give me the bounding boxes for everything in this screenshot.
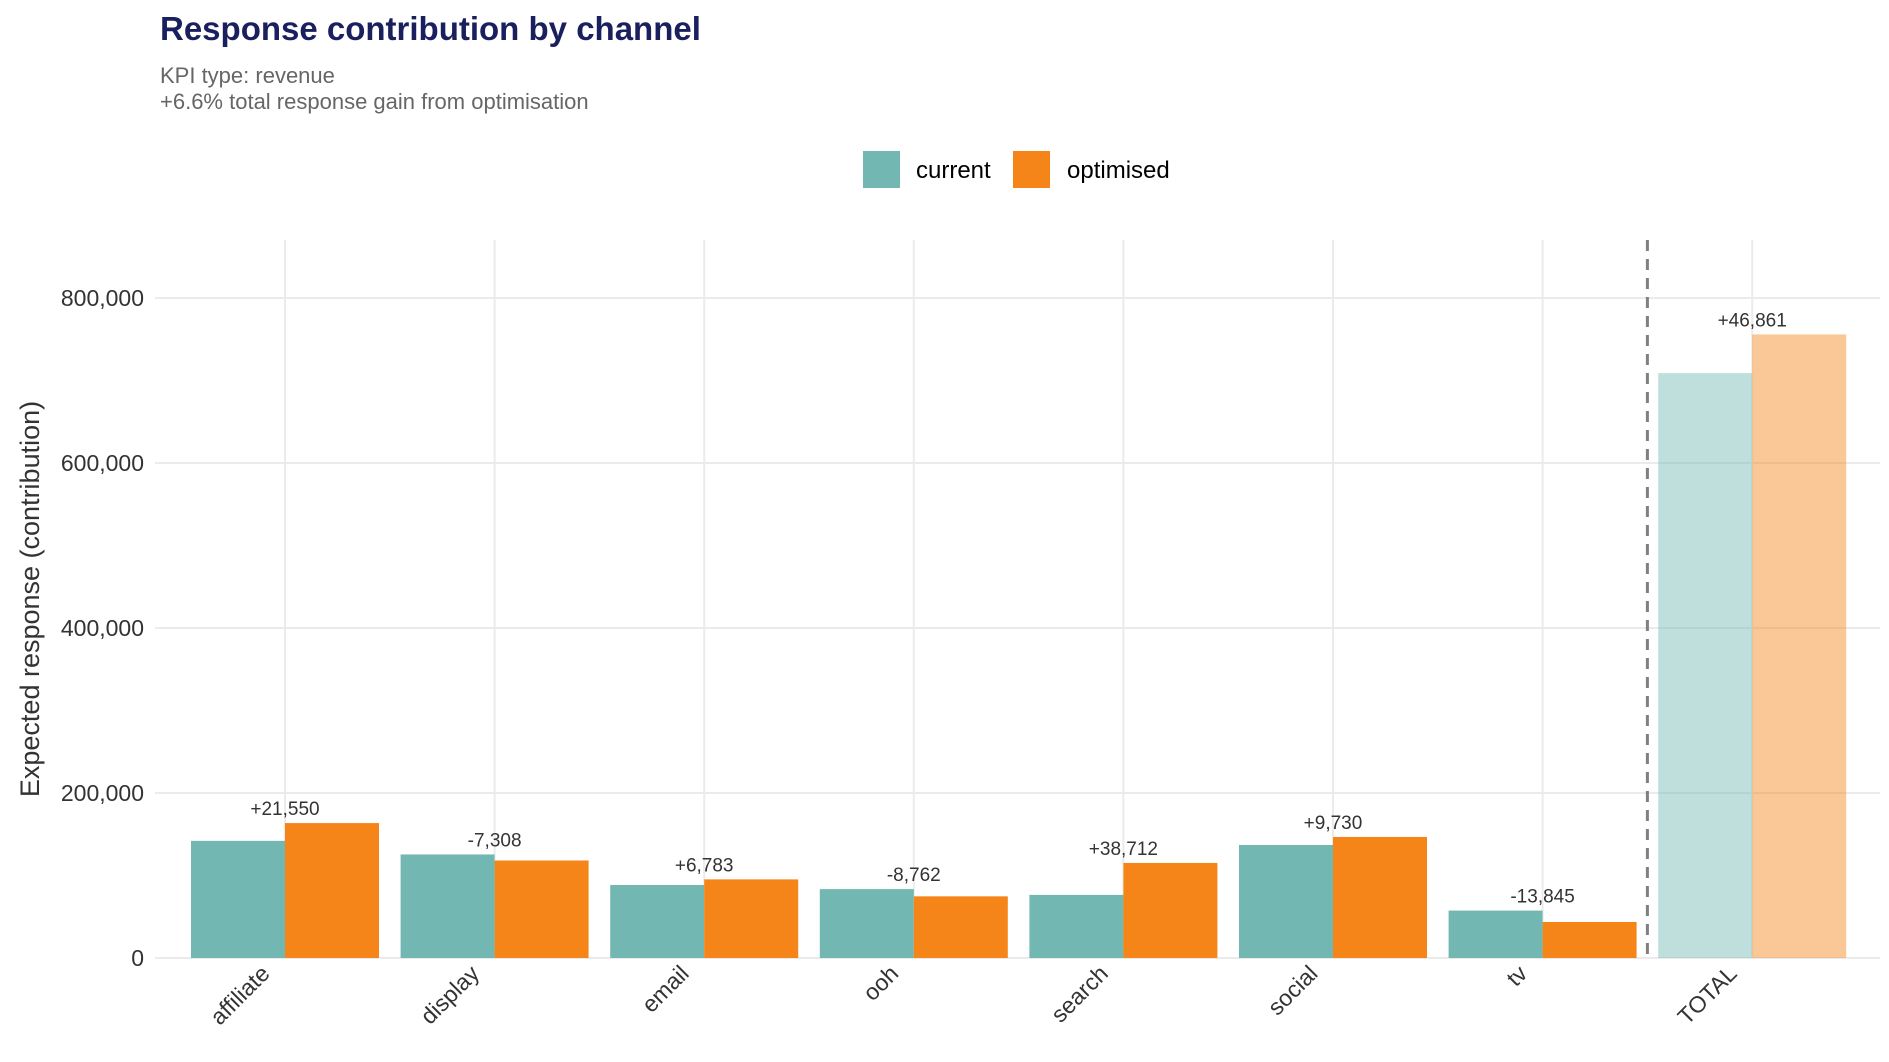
bar-current-display	[400, 854, 495, 958]
y-axis-title: Expected response (contribution)	[15, 401, 45, 797]
x-tick-label-email: email	[636, 960, 693, 1017]
bar-current-ooh	[819, 889, 914, 958]
bar-optimised-email	[704, 879, 799, 958]
diff-label-display: -7,308	[468, 830, 522, 851]
legend-label-optimised: optimised	[1067, 157, 1170, 184]
bar-optimised-tv	[1542, 921, 1637, 958]
legend-swatch-optimised	[1013, 151, 1050, 188]
diff-label-tv: -13,845	[1510, 887, 1574, 908]
bar-current-social	[1239, 844, 1333, 958]
diff-label-social: +9,730	[1304, 813, 1363, 834]
x-tick-label-total: TOTAL	[1672, 960, 1741, 1029]
x-tick-label-social: social	[1263, 960, 1323, 1020]
bar-optimised-affiliate	[285, 823, 379, 958]
bar-optimised-search	[1123, 862, 1218, 958]
subtitle-kpi: KPI type: revenue	[160, 63, 335, 88]
chart-title: Response contribution by channel	[160, 10, 701, 47]
bar-optimised-social	[1333, 836, 1427, 958]
bars	[191, 334, 1847, 958]
subtitle-gain: +6.6% total response gain from optimisat…	[160, 89, 589, 114]
bar-optimised-ooh	[913, 896, 1008, 958]
y-tick-label: 600,000	[61, 450, 144, 476]
bar-current-total	[1658, 373, 1753, 958]
bar-optimised-display	[494, 860, 589, 958]
diff-label-search: +38,712	[1089, 839, 1158, 860]
y-tick-label: 0	[131, 945, 144, 971]
legend-swatch-current	[863, 151, 900, 188]
legend-label-current: current	[916, 157, 991, 184]
bar-current-email	[610, 884, 705, 958]
x-tick-label-tv: tv	[1501, 960, 1532, 991]
x-tick-label-ooh: ooh	[858, 960, 904, 1006]
x-tick-label-search: search	[1046, 960, 1113, 1027]
diff-label-affiliate: +21,550	[250, 799, 319, 820]
data-labels: +21,550 -7,308 +6,783 -8,762 +38,712 +9,730 -1…	[250, 310, 1786, 907]
x-tick-label-display: display	[415, 960, 484, 1029]
diff-label-total: +46,861	[1718, 310, 1787, 331]
x-tick-label-affiliate: affiliate	[205, 960, 275, 1030]
diff-label-ooh: -8,762	[887, 865, 941, 886]
diff-label-email: +6,783	[675, 855, 734, 876]
legend: current optimised	[0, 151, 1889, 191]
y-tick-label: 800,000	[61, 285, 144, 311]
bar-optimised-total	[1752, 334, 1847, 958]
bar-current-search	[1029, 894, 1124, 958]
bar-current-tv	[1448, 910, 1543, 958]
bar-current-affiliate	[191, 840, 285, 958]
y-tick-label: 400,000	[61, 615, 144, 641]
grid-lines	[155, 240, 1880, 959]
y-tick-label: 200,000	[61, 780, 144, 806]
